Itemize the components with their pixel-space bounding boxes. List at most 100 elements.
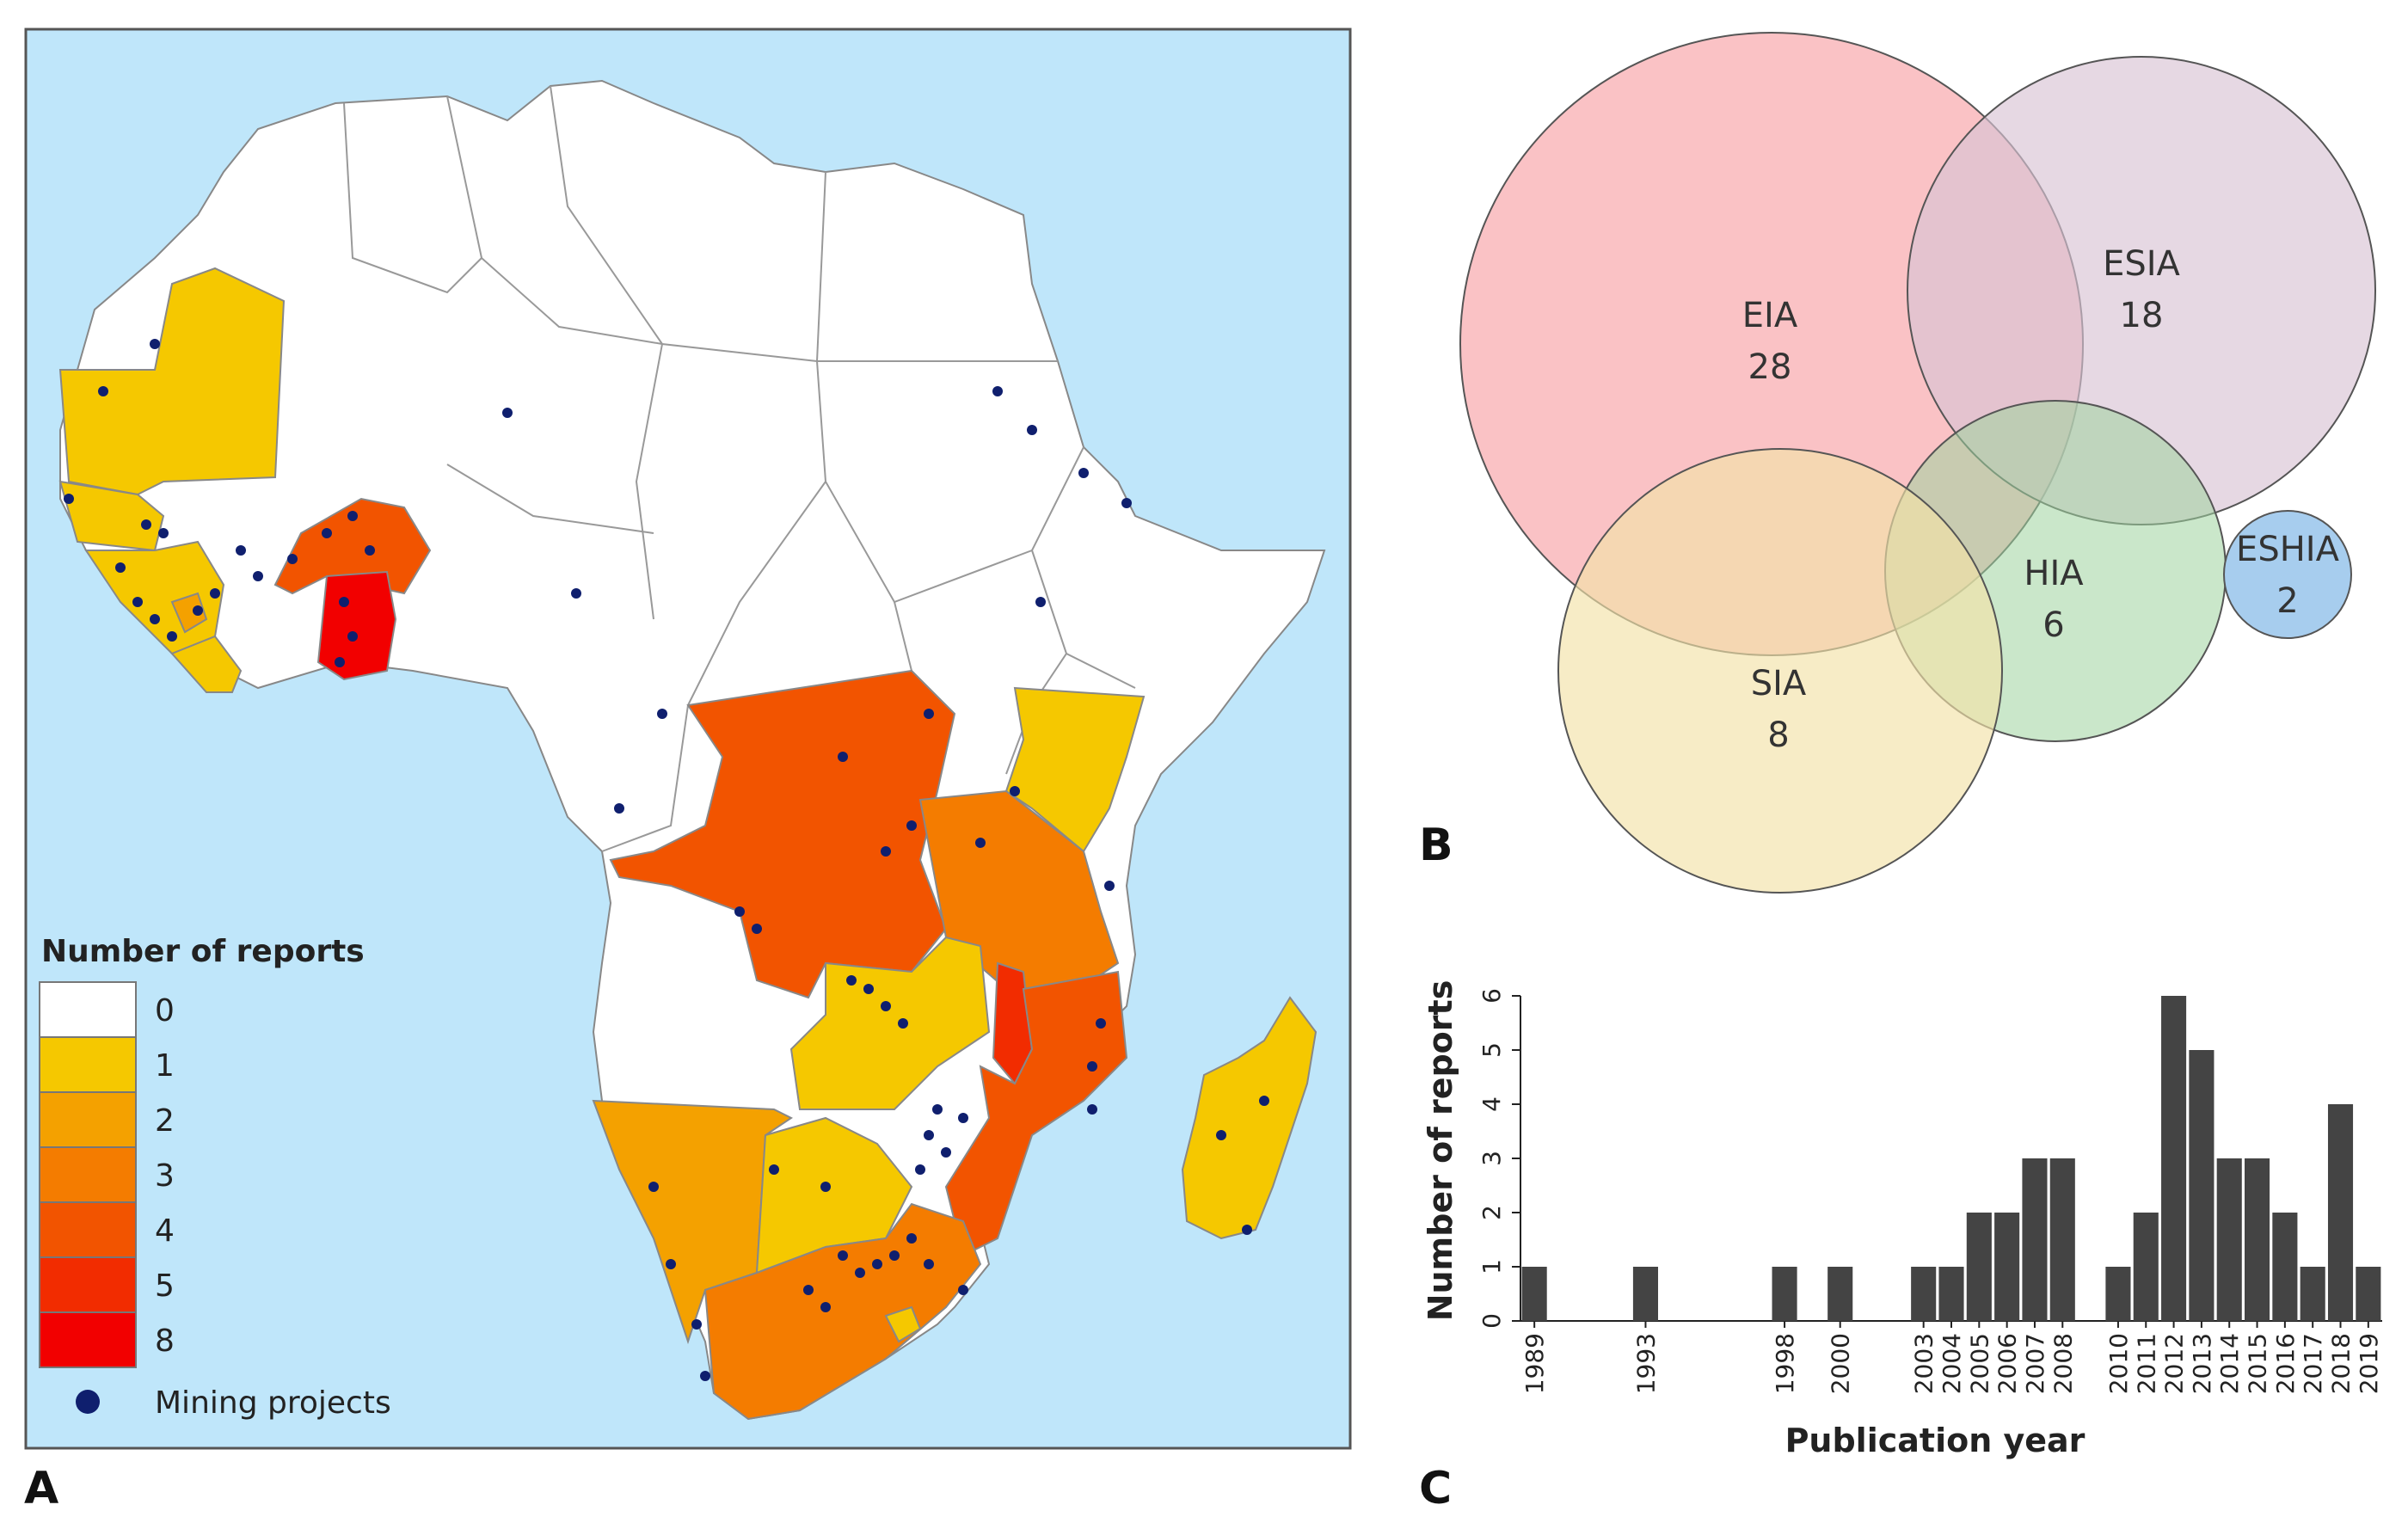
legend-mining-label: Mining projects xyxy=(155,1385,391,1421)
mining-dot xyxy=(769,1164,779,1175)
bar-2008 xyxy=(2049,1158,2075,1321)
y-tick-label: 2 xyxy=(1477,1205,1506,1220)
bar-2011 xyxy=(2133,1213,2159,1321)
mining-dot xyxy=(210,588,220,599)
x-tick-label-2011: 2011 xyxy=(2132,1333,2160,1394)
map-legend: Number of reports 0 1 2 3 4 5 8 Mining projects xyxy=(39,934,391,1421)
venn-count-eia: 28 xyxy=(1748,347,1792,387)
bar-2004 xyxy=(1938,1267,1964,1321)
bar-2014 xyxy=(2216,1158,2242,1321)
x-tick-label-1989: 1989 xyxy=(1520,1333,1549,1394)
x-tick-label-2004: 2004 xyxy=(1938,1333,1966,1394)
mining-dot xyxy=(115,562,126,573)
x-tick-label-2014: 2014 xyxy=(2215,1333,2244,1394)
y-tick-label: 3 xyxy=(1477,1151,1506,1166)
mining-dot xyxy=(838,752,848,762)
country-sierra-leone xyxy=(170,592,208,634)
venn-count-esia: 18 xyxy=(2120,296,2164,335)
mining-dot xyxy=(253,571,263,581)
venn-name-hia: HIA xyxy=(2024,554,2084,593)
mining-dot xyxy=(287,554,298,564)
mining-dot xyxy=(1035,597,1046,607)
x-tick-label-1993: 1993 xyxy=(1631,1333,1660,1394)
bar-2010 xyxy=(2105,1267,2131,1321)
country-ghana xyxy=(316,570,397,681)
mining-dot xyxy=(898,1018,908,1029)
mining-dot xyxy=(1216,1130,1226,1140)
mining-dot xyxy=(236,545,246,556)
legend-swatch-3 xyxy=(39,1146,137,1203)
mining-dot xyxy=(734,906,745,917)
country-burkina-faso xyxy=(273,497,432,595)
country-zambia xyxy=(789,936,991,1110)
legend-swatch-1 xyxy=(39,1036,137,1093)
bar-2018 xyxy=(2327,1104,2354,1321)
bar-2016 xyxy=(2272,1213,2298,1321)
legend-swatch-2 xyxy=(39,1091,137,1148)
mining-dot xyxy=(863,984,874,994)
bar-2019 xyxy=(2356,1267,2381,1321)
mining-dot xyxy=(614,803,624,814)
x-tick-label-2019: 2019 xyxy=(2355,1333,2383,1394)
mining-dot xyxy=(924,1130,934,1140)
venn-name-sia: SIA xyxy=(1751,664,1807,703)
venn-count-eshia: 2 xyxy=(2276,581,2298,621)
mining-dot xyxy=(881,846,891,857)
country-borders xyxy=(343,85,1136,852)
mining-dot xyxy=(193,605,203,616)
x-tick-label-2012: 2012 xyxy=(2160,1333,2189,1394)
bar-2005 xyxy=(1966,1213,1992,1321)
mining-dot xyxy=(1087,1104,1097,1115)
legend-swatch-8 xyxy=(39,1311,137,1368)
y-tick-label: 4 xyxy=(1477,1096,1506,1112)
mining-dot xyxy=(1242,1225,1252,1235)
y-tick-label: 6 xyxy=(1477,988,1506,1004)
bar-2013 xyxy=(2189,1050,2214,1321)
mining-dot xyxy=(915,1164,925,1175)
y-tick-label: 0 xyxy=(1477,1313,1506,1329)
x-tick-label-2008: 2008 xyxy=(2049,1333,2077,1394)
mining-dot xyxy=(881,1001,891,1011)
mining-dot xyxy=(1259,1096,1269,1106)
mining-dot xyxy=(335,657,345,667)
mining-dot xyxy=(150,339,160,349)
mining-dot xyxy=(889,1250,900,1261)
legend-title: Number of reports xyxy=(41,934,365,969)
bar-2003 xyxy=(1911,1267,1937,1321)
mining-dot xyxy=(752,924,762,934)
bar-2012 xyxy=(2161,996,2187,1321)
mining-dot xyxy=(1027,425,1037,435)
venn-name-eia: EIA xyxy=(1742,296,1798,335)
x-tick-label-2015: 2015 xyxy=(2244,1333,2272,1394)
legend-value-8: 8 xyxy=(155,1324,175,1359)
mining-dot xyxy=(167,631,177,642)
bar-1993 xyxy=(1632,1267,1658,1321)
bar-2015 xyxy=(2245,1158,2270,1321)
mining-dot xyxy=(322,528,332,538)
mining-dot xyxy=(820,1182,831,1192)
legend-mining-dot xyxy=(76,1390,100,1414)
mining-dot xyxy=(1104,881,1115,891)
x-tick-label-2018: 2018 xyxy=(2327,1333,2356,1394)
country-madagascar xyxy=(1181,996,1318,1240)
venn-name-esia: ESIA xyxy=(2103,244,2180,284)
panel-label-b: B xyxy=(1419,820,1453,871)
mining-dot xyxy=(906,1233,917,1244)
mining-dot xyxy=(666,1259,676,1269)
y-tick-label: 1 xyxy=(1477,1259,1506,1274)
mining-dot xyxy=(347,511,358,521)
mining-dot xyxy=(1121,498,1132,508)
venn-count-sia: 8 xyxy=(1767,716,1789,755)
venn-count-hia: 6 xyxy=(2042,605,2064,645)
bar-2007 xyxy=(2022,1158,2048,1321)
mining-dot xyxy=(1087,1061,1097,1072)
mining-dot xyxy=(347,631,358,642)
mining-dot xyxy=(803,1285,814,1295)
mining-dot xyxy=(132,597,143,607)
mining-dot xyxy=(958,1285,968,1295)
mining-dot xyxy=(992,386,1003,396)
y-axis-title: Number of reports xyxy=(1422,980,1459,1322)
bar-1998 xyxy=(1772,1267,1797,1321)
venn-circle-sia xyxy=(1557,448,2003,894)
venn-circle-eshia xyxy=(2223,510,2352,639)
